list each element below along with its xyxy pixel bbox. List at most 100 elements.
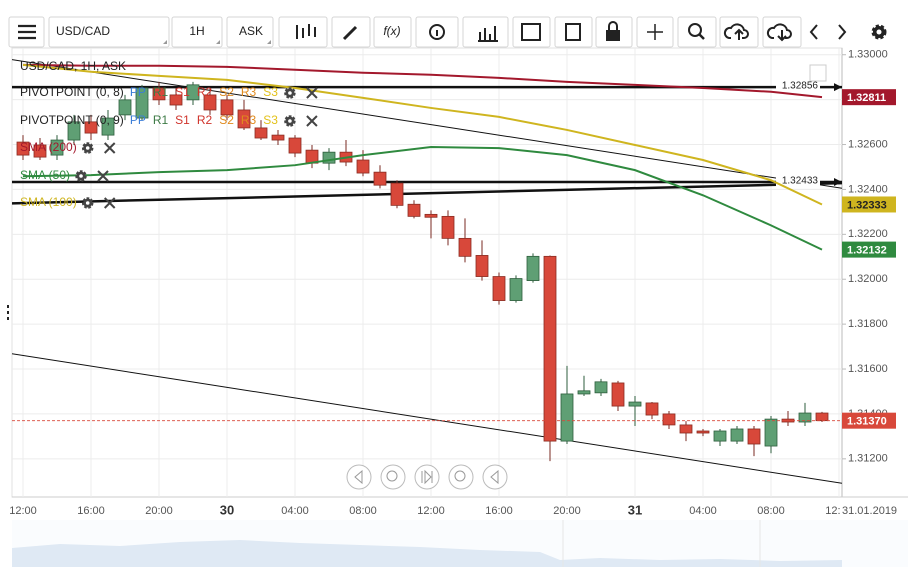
menu-icon [18, 24, 36, 40]
x-tick-label: 20:00 [145, 505, 173, 517]
symbol-select[interactable] [48, 16, 170, 48]
drawings: 1.32856 1.32433 [12, 59, 842, 484]
candle-body [764, 418, 778, 447]
reset[interactable] [414, 464, 440, 490]
candle-body [50, 139, 64, 156]
price-side-select[interactable] [226, 16, 274, 48]
level-arrow [834, 83, 842, 92]
zoom-icon [688, 23, 702, 37]
candle-body [611, 382, 625, 407]
candle-body [475, 255, 489, 277]
y-tick-label: 1.32400 [848, 183, 888, 195]
scroll-right[interactable] [482, 464, 508, 490]
x-tick-label: 16:00 [485, 505, 513, 517]
settings-hole [79, 174, 83, 178]
candle-body [390, 182, 404, 206]
candle-body [373, 171, 387, 186]
next-button[interactable] [838, 24, 847, 40]
candle-body [84, 121, 98, 134]
calendar-button[interactable] [512, 16, 551, 48]
candle-body [186, 84, 200, 101]
zoom-in[interactable] [448, 464, 474, 490]
indicator-line-label: R3 [241, 85, 257, 99]
indicator-line-label: PP [130, 113, 146, 127]
navigator [12, 520, 908, 567]
candle-body [135, 87, 149, 119]
x-tick-label: 31 [628, 502, 642, 517]
sma-line [22, 63, 823, 99]
trendline [12, 181, 842, 205]
candle-body [271, 134, 285, 141]
pen-icon [342, 25, 358, 41]
level-label-bg [776, 80, 820, 93]
price-tag [842, 412, 896, 429]
indicator-label: PIVOTPOINT (0, 8) [20, 85, 124, 99]
level-label: 1.32856 [782, 81, 819, 92]
candle-body [628, 401, 642, 407]
settings-hole [85, 201, 90, 205]
x-tick-label: 04:00 [689, 505, 717, 517]
interval-select[interactable] [171, 16, 223, 48]
report-button[interactable] [554, 16, 593, 48]
indicator-line-label: PP [130, 85, 146, 99]
symbol: USD/CAD [56, 24, 110, 38]
candle-body [424, 213, 438, 218]
report-icon [565, 23, 581, 41]
indicator-line-label: R1 [153, 85, 169, 99]
candle-body [407, 203, 421, 217]
remove-icon[interactable] [103, 142, 116, 154]
zoom-button[interactable] [677, 16, 717, 48]
lock-icon [606, 30, 620, 41]
x-tick-label: 08:00 [349, 505, 377, 517]
y-tick-label: 1.32200 [848, 228, 888, 240]
remove-icon[interactable] [306, 115, 318, 127]
candle-body [747, 428, 761, 445]
y-tick-label: 1.32600 [848, 138, 888, 150]
settings-hole [288, 91, 292, 95]
price-tag-label: 1.32811 [847, 92, 886, 104]
sma-line [22, 146, 823, 251]
candle-body [356, 159, 370, 174]
x-tick-label: 12:00 [417, 505, 445, 517]
indicator-line-label: R2 [197, 85, 213, 99]
download-icon [766, 23, 792, 42]
info-icon [429, 24, 445, 40]
x-tick-label: 30 [220, 502, 234, 517]
price-tag [842, 241, 896, 258]
trendline [12, 59, 842, 189]
zoom-icon [698, 33, 705, 40]
scroll-left[interactable] [346, 464, 372, 490]
indicator-line-label: S3 [263, 113, 278, 127]
candle-body [441, 215, 455, 239]
indicator-line-label: R2 [197, 113, 213, 127]
zoom-out[interactable] [380, 464, 406, 490]
prev-button[interactable] [809, 24, 818, 40]
candle-body [67, 121, 81, 141]
legend: USD/CAD, 1H, ASK PIVOTPOINT (0, 8) PP R1 S1 R… [20, 59, 318, 209]
candle-body [220, 99, 234, 116]
legend-entry: SMA (50) [20, 168, 70, 182]
candle-body [254, 127, 268, 139]
y-tick-label: 1.31600 [848, 363, 888, 375]
remove-icon[interactable] [103, 197, 116, 209]
candle-body [543, 255, 557, 442]
x-tick-label: 04:00 [281, 505, 309, 517]
candle-body [458, 237, 472, 257]
y-tick-label: 1.31200 [848, 453, 888, 465]
indicator-line-label: R3 [241, 113, 257, 127]
candle-body [16, 141, 30, 156]
remove-icon[interactable] [97, 170, 109, 182]
candle-body [118, 99, 132, 116]
function-button[interactable] [373, 16, 412, 48]
expand-button[interactable] [809, 64, 827, 82]
zoom-in-icon [454, 470, 466, 482]
price-tag [842, 196, 896, 213]
y-tick-label: 1.32000 [848, 273, 888, 285]
candle-body [679, 424, 693, 434]
candle-body [33, 144, 47, 158]
date-label-bg [840, 503, 906, 519]
remove-icon[interactable] [306, 87, 318, 99]
crosshair-icon [647, 24, 663, 40]
price-tag-label: 1.32333 [847, 199, 887, 211]
candle-body [322, 151, 336, 164]
